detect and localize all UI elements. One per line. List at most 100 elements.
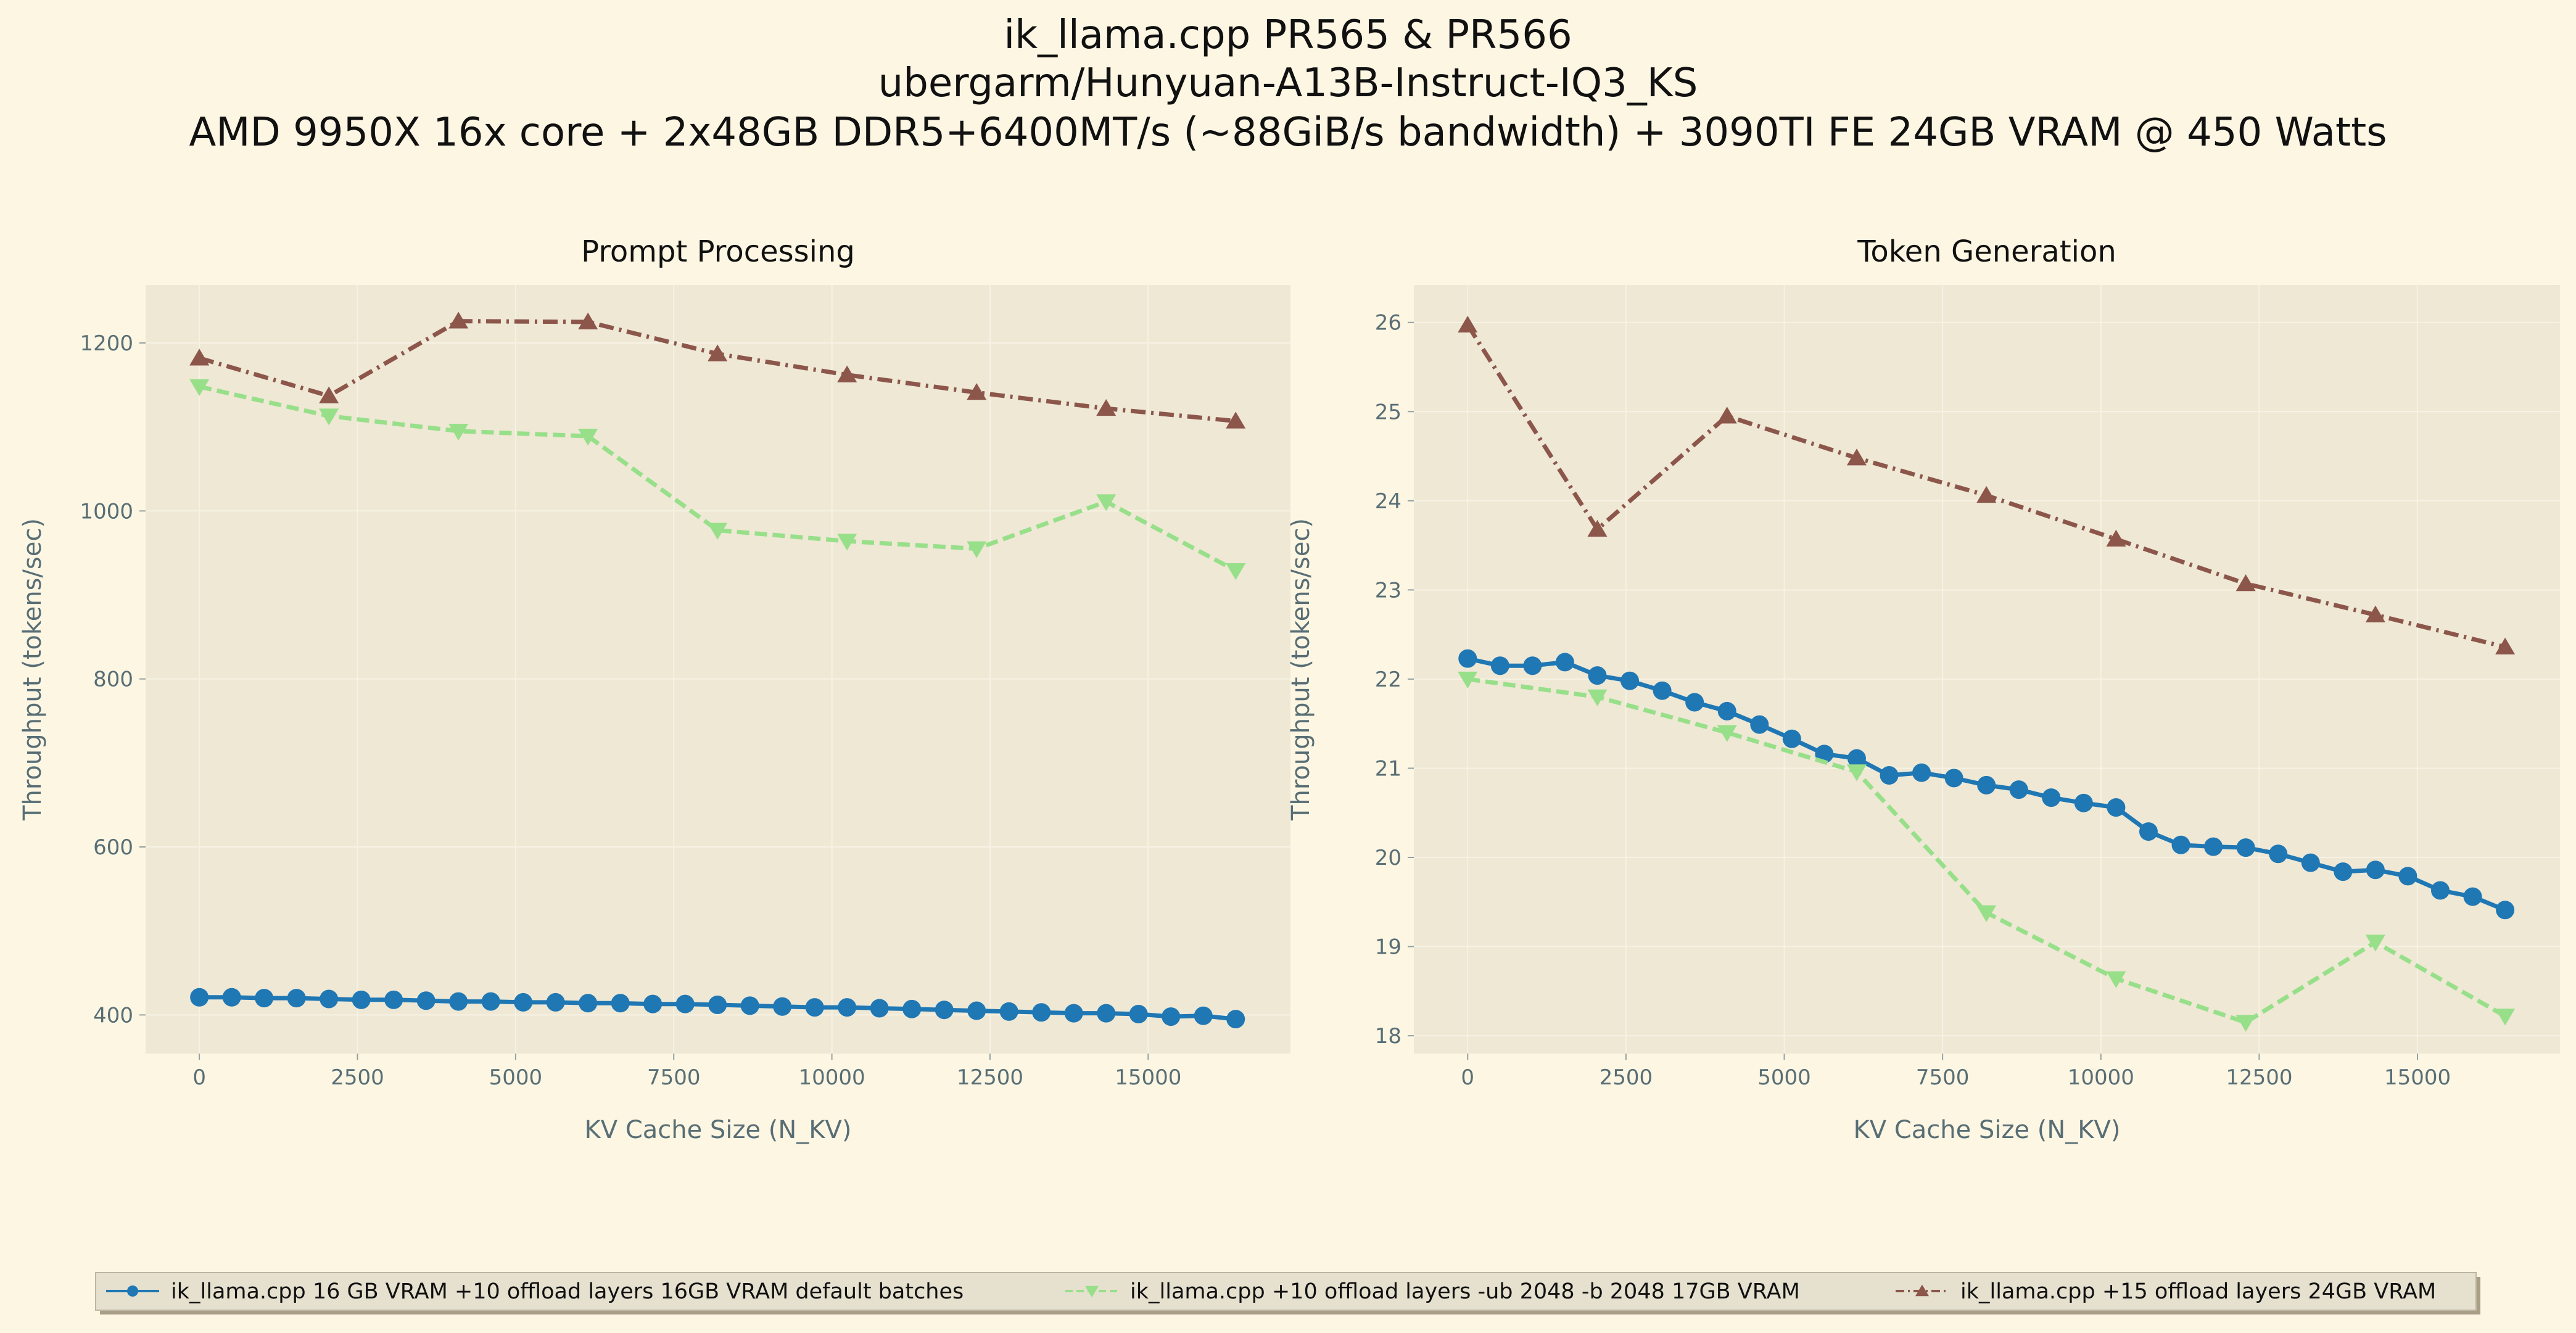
data-point [1846,448,1867,466]
data-point [287,989,306,1008]
data-point [935,1001,954,1020]
data-point [2235,1015,2256,1032]
data-point [708,996,727,1015]
x-tick-label: 0 [1461,1065,1474,1090]
data-point [740,996,759,1015]
data-point [2463,887,2482,906]
data-point [1750,715,1769,734]
data-point [902,999,922,1018]
token-generation-plot-area [1414,285,2560,1054]
y-tick-label: 18 [1375,1024,1402,1049]
y-axis-label: Throughput (tokens/sec) [19,518,47,821]
suptitle-line-1: ik_llama.cpp PR565 & PR566 [1004,12,1572,58]
data-point [1555,653,1574,672]
y-tick-label: 19 [1375,935,1402,960]
y-tick-label: 24 [1375,489,1402,514]
data-point [2398,867,2417,886]
data-point [2236,838,2255,857]
data-point [1523,656,1542,675]
data-point [1064,1004,1083,1023]
data-point [2042,788,2061,807]
series-3 [189,312,1246,429]
x-tick-label: 10000 [798,1065,865,1090]
data-point [1912,763,1931,782]
data-point [2269,844,2288,864]
data-point [320,989,339,1009]
data-point [805,998,824,1017]
y-tick-label: 1200 [80,331,133,356]
legend-marker [1085,1286,1099,1298]
data-point [967,383,987,400]
legend-label: ik_llama.cpp 16 GB VRAM +10 offload laye… [171,1279,964,1304]
data-point [1096,494,1117,511]
data-point [1944,769,1963,788]
prompt-processing-title: Prompt Processing [581,234,855,269]
x-axis-label: KV Cache Size (N_KV) [585,1116,852,1144]
data-point [448,423,469,441]
legend-entry-1: ik_llama.cpp 16 GB VRAM +10 offload laye… [106,1279,964,1304]
data-point [190,988,209,1007]
data-point [1458,671,1478,689]
data-point [1846,764,1867,782]
data-point [999,1002,1018,1021]
data-point [2107,798,2126,817]
x-tick-label: 7500 [1916,1065,1970,1090]
data-point [2365,605,2385,622]
data-point [319,408,339,426]
legend-label: ik_llama.cpp +10 offload layers -ub 2048… [1130,1279,1800,1304]
data-point [838,998,857,1017]
data-point [643,994,663,1013]
data-point [708,522,728,540]
data-point [1226,1010,1245,1029]
prompt-processing-plot-area [146,285,1290,1054]
data-point [1032,1003,1051,1022]
data-point [1977,775,1996,794]
data-point [1097,1004,1116,1023]
series-1 [1458,649,2515,920]
data-point [1226,563,1246,580]
data-point [837,365,857,382]
data-point [1847,749,1866,768]
data-point [2204,837,2223,856]
token-generation-panel: 0 2500 5000 7500 10000 12500 15000 18 19 20 21 22 23… [1287,234,2560,1144]
data-point [837,534,857,551]
x-tick-label: 12500 [957,1065,1023,1090]
x-tick-label: 10000 [2068,1065,2134,1090]
data-point [1129,1004,1148,1023]
data-point [773,997,792,1016]
legend-entry-2: ik_llama.cpp +10 offload layers -ub 2048… [1065,1279,1800,1304]
data-point [2430,881,2450,900]
data-point [967,1001,986,1020]
data-point [1096,398,1117,416]
y-tick-label: 600 [93,835,133,860]
data-point [2301,853,2320,872]
x-tick-label: 12500 [2226,1065,2292,1090]
legend-entry-3: ik_llama.cpp +15 offload layers 24GB VRA… [1896,1279,2436,1304]
data-point [708,344,728,361]
data-point [578,312,598,329]
y-tick-label: 800 [93,667,133,692]
data-point [2496,901,2515,920]
data-point [1226,411,1246,429]
data-point [1976,485,1997,503]
y-tick-label: 23 [1375,578,1402,603]
x-tick-label: 5000 [489,1065,543,1090]
data-point [1717,701,1736,720]
y-tick-label: 21 [1375,756,1402,781]
data-point [2074,793,2093,812]
x-tick-label: 7500 [647,1065,701,1090]
y-tick-label: 20 [1375,846,1402,870]
data-point [319,386,339,403]
data-point [416,991,436,1010]
x-tick-label: 2500 [1600,1065,1653,1090]
data-point [189,349,210,366]
data-point [2495,1009,2516,1026]
data-point [189,379,210,396]
series-2 [1458,671,2516,1032]
series-2 [189,379,1246,580]
data-point [449,992,468,1011]
data-point [1717,725,1737,742]
legend: ik_llama.cpp 16 GB VRAM +10 offload laye… [95,1272,2480,1314]
data-point [675,994,695,1013]
